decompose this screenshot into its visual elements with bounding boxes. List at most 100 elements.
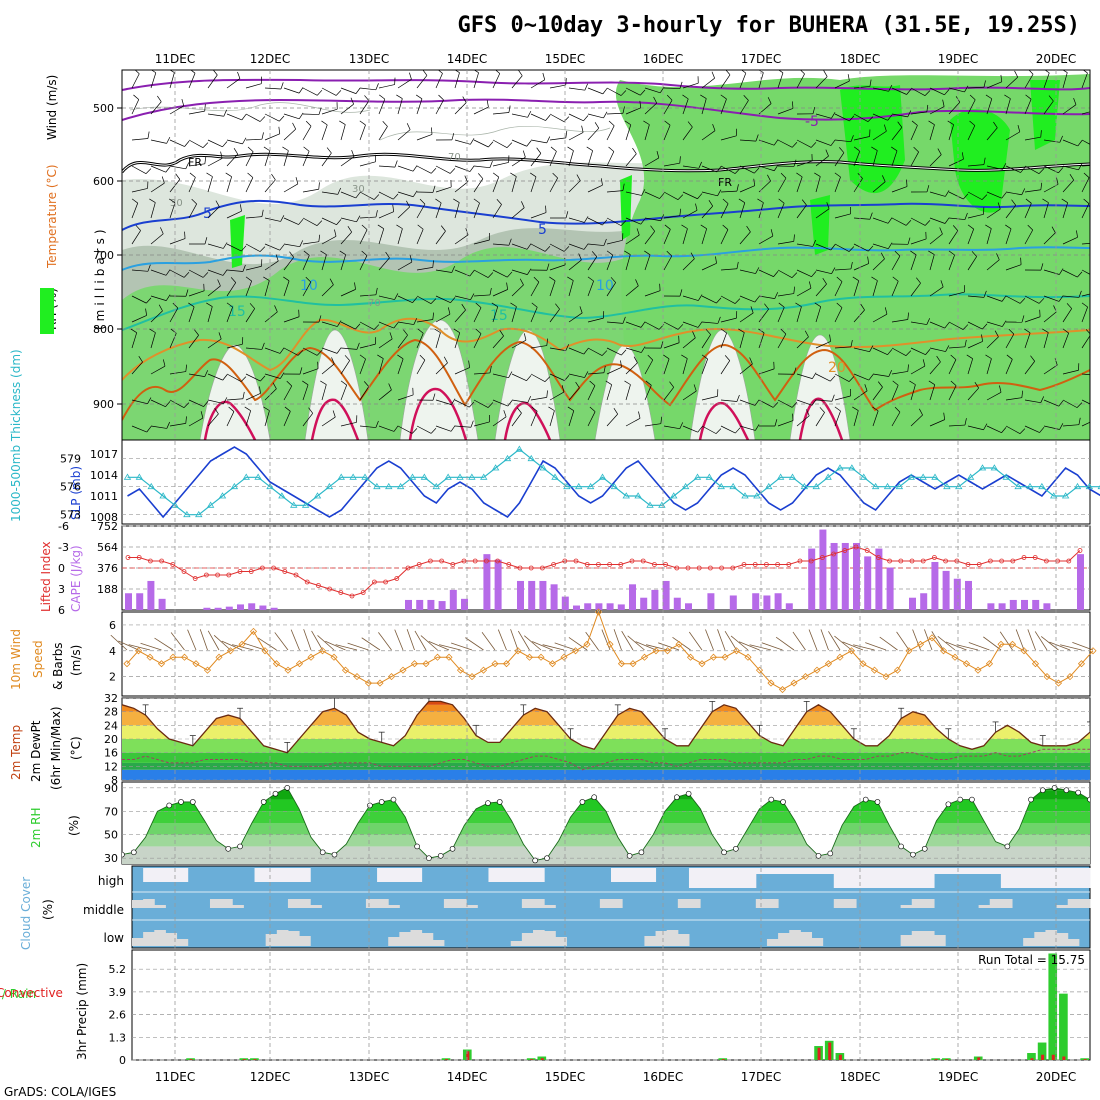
precip-total-bar [537, 1056, 547, 1060]
surface-wind-barb [730, 635, 749, 651]
wind-barb [378, 204, 395, 219]
precip-plot [132, 953, 1090, 1061]
wind-barb [511, 268, 532, 275]
wind-barb [1024, 309, 1041, 323]
wind-barb [796, 281, 812, 297]
wind-speed-point [456, 666, 465, 674]
wind-barb [606, 360, 622, 375]
wind-barb [663, 335, 680, 349]
wind-barb [720, 394, 740, 402]
li-point [203, 572, 209, 578]
wind-barb [720, 328, 727, 349]
rh-point [1004, 843, 1011, 850]
thickness-point [195, 510, 203, 518]
wind-barb [169, 399, 190, 408]
wind-barb [929, 217, 950, 224]
wind-barb [378, 321, 399, 329]
rh2m-axis: 30 50 70 90 [104, 782, 118, 865]
wind-barb [302, 380, 309, 401]
cloud-low-gap [800, 932, 813, 946]
wind-barb [453, 328, 461, 349]
wind10-panel: 10m Wind Speed & Barbs (m/s) 2 4 6 [9, 608, 1097, 697]
thickness-point [468, 473, 476, 480]
wind-barb [1042, 198, 1049, 219]
wind-barb [283, 251, 294, 271]
rh-point [1028, 796, 1034, 803]
wind-speed-point [675, 640, 683, 648]
upper-wind-barbs [130, 70, 1090, 434]
thickness-point [741, 492, 749, 499]
li-point [988, 558, 993, 564]
precip-total-bar [1048, 953, 1058, 1060]
cloud-low-gap [399, 932, 411, 946]
surface-wind-barb [110, 634, 128, 651]
wind-barb [777, 139, 798, 148]
cloud-low-gap [1067, 939, 1080, 946]
surface-wind-barb [945, 641, 967, 651]
wind-barb [777, 399, 798, 408]
wind-barb [986, 425, 1007, 434]
slp-line [127, 446, 1100, 519]
wind-barb [416, 393, 436, 401]
wind-barb [548, 406, 555, 427]
li-tick-label: -3 [58, 541, 69, 554]
cloud-middle-gap [466, 905, 478, 908]
wind-speed-point [364, 679, 373, 687]
date-label-bottom: 12DEC [250, 1070, 290, 1084]
wind-barb [739, 306, 754, 323]
wind-speed-point [502, 660, 511, 668]
precip-convective-bar [838, 1054, 842, 1060]
wind-barb [150, 70, 157, 89]
wind-barb [226, 391, 245, 401]
surface-wind-barb [749, 644, 772, 651]
wind-barb [872, 242, 893, 249]
wind-barb [492, 172, 500, 193]
cloud-high-gap [1012, 868, 1024, 888]
li-point [864, 548, 870, 553]
wind-barb [207, 269, 228, 276]
wind-barb [758, 419, 778, 427]
wind-barb [947, 120, 954, 141]
cloud-middle-gap [232, 905, 244, 908]
cloud-high-gap [299, 868, 311, 882]
wind-speed-point [134, 647, 143, 655]
wind-barb [130, 328, 138, 349]
precip-convective-bar [828, 1042, 832, 1060]
wind-barb [720, 94, 727, 115]
wind-barb [758, 361, 775, 375]
wind-barb [853, 303, 865, 323]
wind-barb [814, 172, 821, 193]
cloud-middle-gap [755, 899, 768, 908]
surface-wind-barb [820, 629, 829, 651]
wind-barb [150, 359, 166, 375]
wind-barb [188, 156, 207, 167]
wind-barb [435, 180, 452, 193]
wind-barb [264, 382, 277, 401]
date-label-bottom: 19DEC [938, 1070, 978, 1084]
wind-barb [966, 354, 974, 375]
wind-speed-point [203, 666, 212, 674]
wind-barb [207, 332, 222, 349]
surface-wind-barb [140, 642, 162, 651]
wind-barb [644, 283, 661, 297]
cloud-middle-gap [677, 899, 690, 908]
wind-barb [245, 303, 255, 323]
wind-barb [1062, 399, 1083, 408]
cloud-low-gap [677, 934, 690, 946]
wind-barb [815, 243, 836, 251]
wind-barb [644, 214, 665, 222]
cloud-high-gap [978, 868, 991, 874]
wind-barb [872, 217, 893, 224]
cloud-low-gap [666, 930, 679, 946]
wind-barb [910, 120, 918, 141]
li-point [349, 593, 355, 599]
surface-wind-barb [361, 637, 381, 651]
slp-tick-label: 1008 [90, 511, 118, 524]
wind-speed-point [226, 647, 235, 655]
wind-barb [853, 113, 874, 122]
rh-point [685, 790, 692, 797]
wind-barb [568, 371, 589, 378]
wind-barb [625, 189, 646, 196]
cloud-low-gap [555, 937, 567, 946]
wind-barb [302, 87, 323, 96]
